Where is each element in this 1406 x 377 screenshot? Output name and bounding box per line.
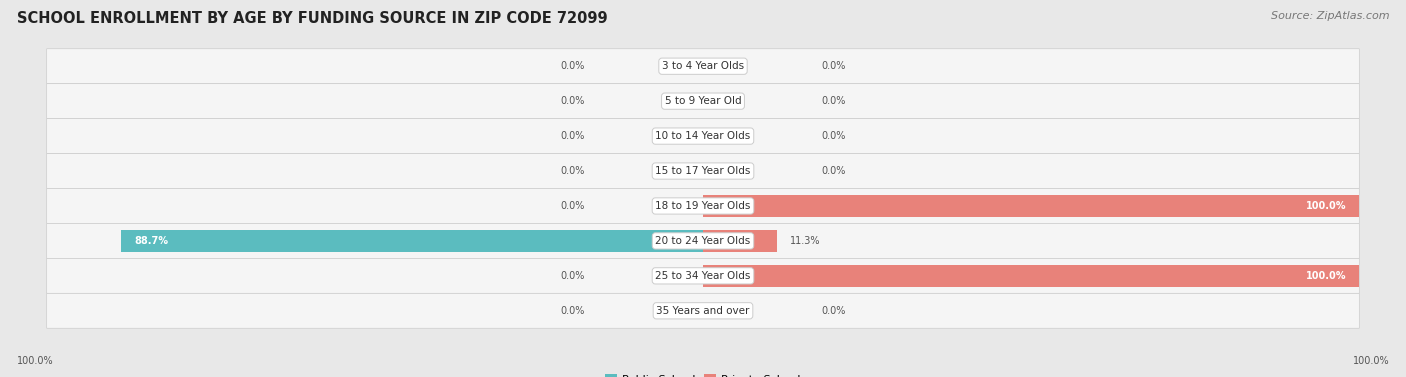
- Text: 11.3%: 11.3%: [790, 236, 821, 246]
- FancyBboxPatch shape: [46, 258, 1360, 293]
- Legend: Public School, Private School: Public School, Private School: [600, 370, 806, 377]
- FancyBboxPatch shape: [46, 293, 1360, 328]
- Text: 0.0%: 0.0%: [561, 131, 585, 141]
- FancyBboxPatch shape: [46, 49, 1360, 84]
- Text: 0.0%: 0.0%: [561, 271, 585, 281]
- FancyBboxPatch shape: [46, 153, 1360, 188]
- Text: 0.0%: 0.0%: [561, 61, 585, 71]
- Text: Source: ZipAtlas.com: Source: ZipAtlas.com: [1271, 11, 1389, 21]
- Text: 10 to 14 Year Olds: 10 to 14 Year Olds: [655, 131, 751, 141]
- Text: 0.0%: 0.0%: [821, 131, 845, 141]
- FancyBboxPatch shape: [46, 224, 1360, 258]
- Bar: [121, 230, 703, 252]
- Text: 15 to 17 Year Olds: 15 to 17 Year Olds: [655, 166, 751, 176]
- Text: 0.0%: 0.0%: [561, 166, 585, 176]
- Text: 35 Years and over: 35 Years and over: [657, 306, 749, 316]
- Text: 0.0%: 0.0%: [821, 166, 845, 176]
- Text: 0.0%: 0.0%: [821, 96, 845, 106]
- Text: 20 to 24 Year Olds: 20 to 24 Year Olds: [655, 236, 751, 246]
- Bar: [703, 265, 1360, 287]
- Text: 100.0%: 100.0%: [1306, 271, 1346, 281]
- Text: 5 to 9 Year Old: 5 to 9 Year Old: [665, 96, 741, 106]
- Text: 0.0%: 0.0%: [821, 61, 845, 71]
- Text: 100.0%: 100.0%: [1353, 356, 1389, 366]
- Text: SCHOOL ENROLLMENT BY AGE BY FUNDING SOURCE IN ZIP CODE 72099: SCHOOL ENROLLMENT BY AGE BY FUNDING SOUR…: [17, 11, 607, 26]
- Bar: [703, 195, 1360, 217]
- Text: 0.0%: 0.0%: [821, 306, 845, 316]
- Text: 0.0%: 0.0%: [561, 96, 585, 106]
- Text: 100.0%: 100.0%: [1306, 201, 1346, 211]
- Text: 100.0%: 100.0%: [17, 356, 53, 366]
- Text: 18 to 19 Year Olds: 18 to 19 Year Olds: [655, 201, 751, 211]
- Text: 0.0%: 0.0%: [561, 306, 585, 316]
- FancyBboxPatch shape: [46, 119, 1360, 153]
- Bar: [703, 230, 778, 252]
- Text: 25 to 34 Year Olds: 25 to 34 Year Olds: [655, 271, 751, 281]
- FancyBboxPatch shape: [46, 188, 1360, 224]
- FancyBboxPatch shape: [46, 84, 1360, 119]
- Text: 0.0%: 0.0%: [561, 201, 585, 211]
- Text: 88.7%: 88.7%: [134, 236, 169, 246]
- Text: 3 to 4 Year Olds: 3 to 4 Year Olds: [662, 61, 744, 71]
